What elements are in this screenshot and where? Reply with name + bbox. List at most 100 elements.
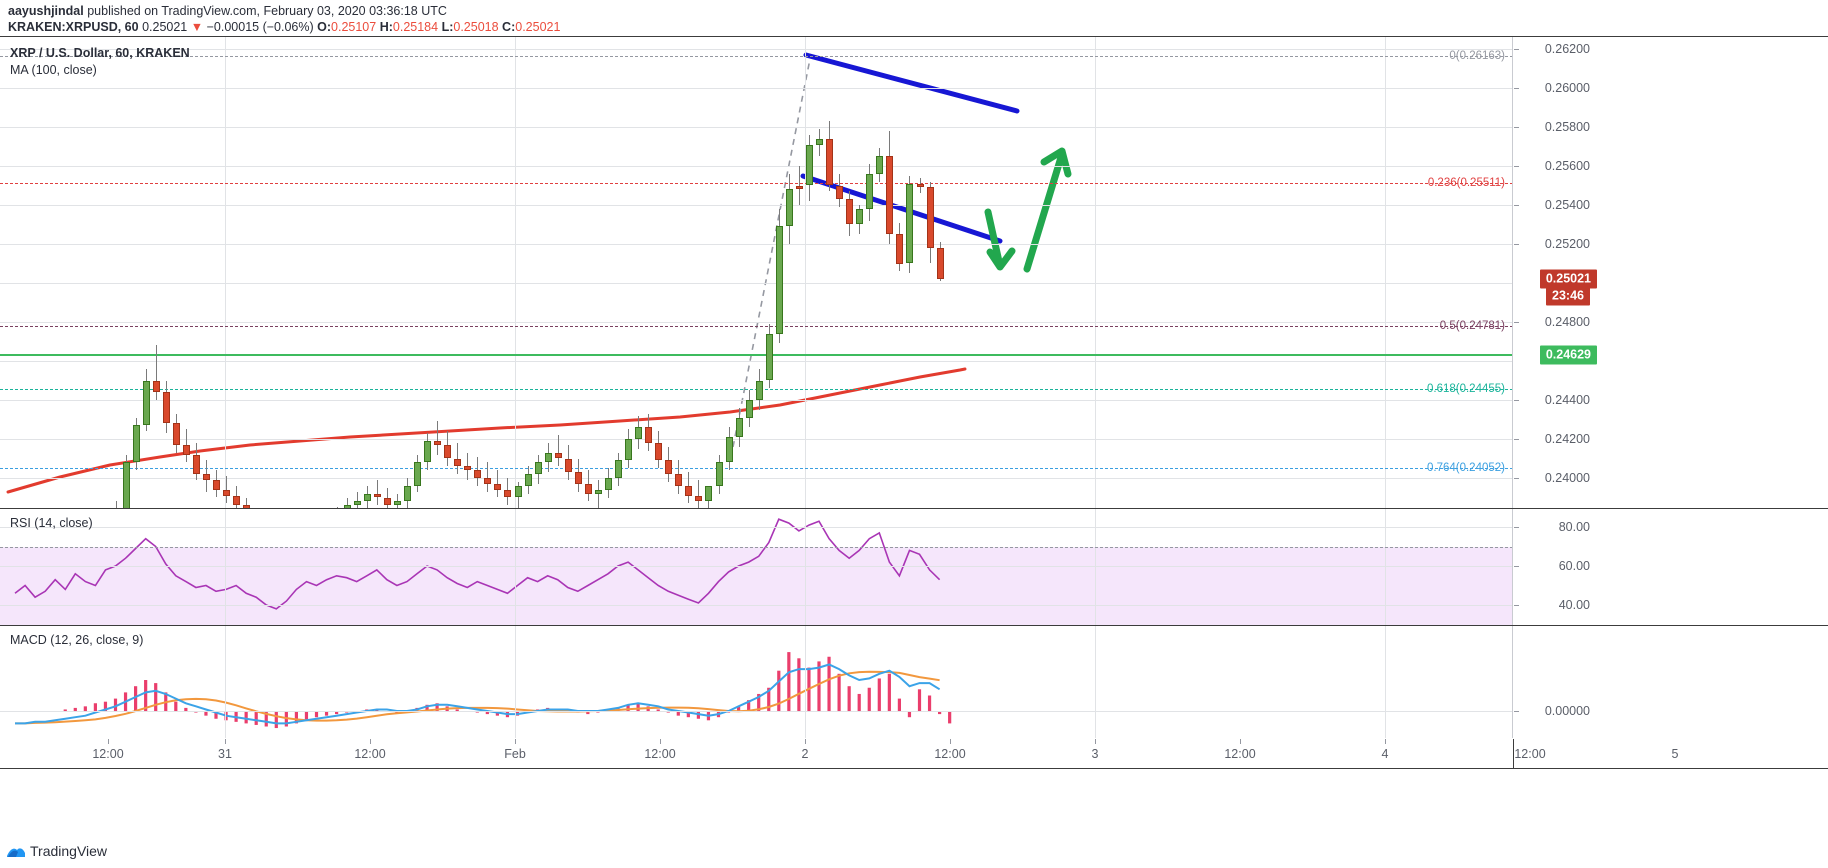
- price-gridline: [0, 400, 1512, 401]
- candle-body: [625, 439, 633, 461]
- time-tick-mark: [515, 739, 516, 744]
- up-arrow-head: [1040, 147, 1072, 178]
- candle-wick: [376, 479, 378, 506]
- direction-arrow-icon: ▼: [190, 20, 204, 34]
- high-label: H:: [379, 20, 393, 34]
- time-axis[interactable]: 12:00 31 12:00 Feb 12:00 2 12:00 3 12:00 4 12:00 5: [0, 739, 1828, 769]
- macd-histogram-bar: [636, 703, 640, 711]
- candle-wick: [597, 479, 599, 508]
- close-value: 0.25021: [515, 20, 561, 34]
- macd-plot-area[interactable]: MACD (12, 26, close, 9): [0, 626, 1513, 738]
- price-tick-label: 0.26200: [1544, 42, 1590, 56]
- rsi-tick-mark: [1514, 527, 1519, 528]
- price-plot-area[interactable]: XRP / U.S. Dollar, 60, KRAKEN MA (100, c…: [0, 37, 1513, 508]
- macd-histogram-bar: [807, 667, 811, 711]
- candle-body: [926, 187, 934, 248]
- macd-histogram-bar: [174, 701, 178, 711]
- candle-body: [192, 454, 200, 475]
- macd-histogram-bar: [93, 703, 97, 711]
- candle-body: [152, 380, 160, 393]
- candle-body: [504, 489, 512, 498]
- time-tick-mark: [805, 739, 806, 744]
- axis-separator: [1513, 739, 1514, 769]
- time-tick-label: 31: [218, 747, 232, 761]
- macd-histogram-bar: [234, 711, 238, 722]
- candle-body: [494, 483, 502, 490]
- time-tick-mark: [950, 739, 951, 744]
- open-value: 0.25107: [331, 20, 377, 34]
- time-tick-label: 12:00: [354, 747, 386, 761]
- price-tick-mark: [1514, 49, 1519, 50]
- price-tick-label: 0.25800: [1544, 120, 1590, 134]
- horizontal-level-line: [0, 354, 1512, 357]
- price-tick-label: 0.24400: [1544, 393, 1590, 407]
- macd-title: MACD (12, 26, close, 9): [10, 633, 144, 647]
- macd-histogram-bar: [897, 698, 901, 711]
- candle-wick: [356, 491, 358, 508]
- candle-wick: [155, 345, 157, 400]
- time-tick-mark: [1095, 739, 1096, 744]
- candle-body: [665, 460, 673, 475]
- price-tick-label: 0.26000: [1544, 81, 1590, 95]
- time-tick-label: 12:00: [934, 747, 966, 761]
- fib-level-line: [0, 183, 1512, 185]
- price-tick-mark: [1514, 322, 1519, 323]
- time-gridline: [805, 509, 806, 625]
- price-scale[interactable]: 0.26200 0.26000 0.25800 0.25600 0.25400 0.252…: [1513, 37, 1828, 508]
- macd-histogram-bar: [877, 678, 881, 711]
- price-gridline: [0, 439, 1512, 440]
- price-gridline: [0, 49, 1512, 50]
- candle-wick: [698, 479, 700, 508]
- candle-body: [172, 423, 180, 445]
- candle-body: [785, 189, 793, 227]
- macd-overlay: [15, 652, 952, 729]
- rsi-gridline: [0, 566, 1512, 567]
- time-gridline: [515, 509, 516, 625]
- candle-body: [554, 452, 562, 459]
- price-gridline: [0, 361, 1512, 362]
- candle-body: [846, 199, 854, 225]
- time-gridline: [515, 37, 516, 508]
- candle-body: [464, 466, 472, 471]
- candle-body: [454, 458, 462, 467]
- low-value: 0.25018: [453, 20, 499, 34]
- candle-wick: [115, 501, 117, 508]
- macd-histogram-bar: [917, 689, 922, 711]
- candle-body: [544, 452, 552, 463]
- macd-pane[interactable]: MACD (12, 26, close, 9) 0.00000: [0, 625, 1828, 738]
- candle-body: [343, 505, 351, 508]
- time-tick-label: 2: [801, 747, 809, 761]
- rsi-title: RSI (14, close): [10, 516, 93, 530]
- macd-scale[interactable]: 0.00000: [1513, 626, 1828, 738]
- macd-histogram-bar: [264, 711, 268, 727]
- level-price-pill: 0.24629: [1539, 345, 1597, 365]
- rsi-plot-area[interactable]: RSI (14, close): [0, 509, 1513, 625]
- fib-level-line: [0, 56, 1512, 58]
- macd-line: [15, 663, 941, 725]
- rsi-tick-label: 60.00: [1558, 559, 1590, 573]
- rsi-scale[interactable]: 80.00 60.00 40.00: [1513, 509, 1828, 625]
- macd-histogram-bar: [144, 680, 148, 711]
- price-gridline: [0, 283, 1512, 284]
- candle-body: [434, 440, 442, 445]
- macd-histogram-bar: [274, 711, 278, 729]
- time-tick-mark: [225, 739, 226, 744]
- candle-body: [474, 470, 482, 478]
- fib-level-line: [0, 467, 1512, 469]
- price-gridline: [0, 127, 1512, 128]
- candle-body: [444, 444, 452, 459]
- price-tick-mark: [1514, 439, 1519, 440]
- candle-body: [745, 400, 753, 418]
- candle-body: [534, 462, 542, 475]
- time-gridline: [1385, 37, 1386, 508]
- low-label: L:: [441, 20, 454, 34]
- tradingview-logo-icon: [7, 848, 25, 857]
- price-pane[interactable]: XRP / U.S. Dollar, 60, KRAKEN MA (100, c…: [0, 36, 1828, 508]
- candle-body: [243, 505, 251, 508]
- macd-histogram-bar: [837, 673, 841, 711]
- macd-histogram-bar: [847, 686, 851, 711]
- up-arrow-shaft: [1023, 150, 1066, 273]
- rsi-pane[interactable]: RSI (14, close) 80.00 60.00 40.00: [0, 508, 1828, 625]
- candle-wick: [487, 462, 489, 492]
- macd-histogram-bar: [857, 693, 861, 711]
